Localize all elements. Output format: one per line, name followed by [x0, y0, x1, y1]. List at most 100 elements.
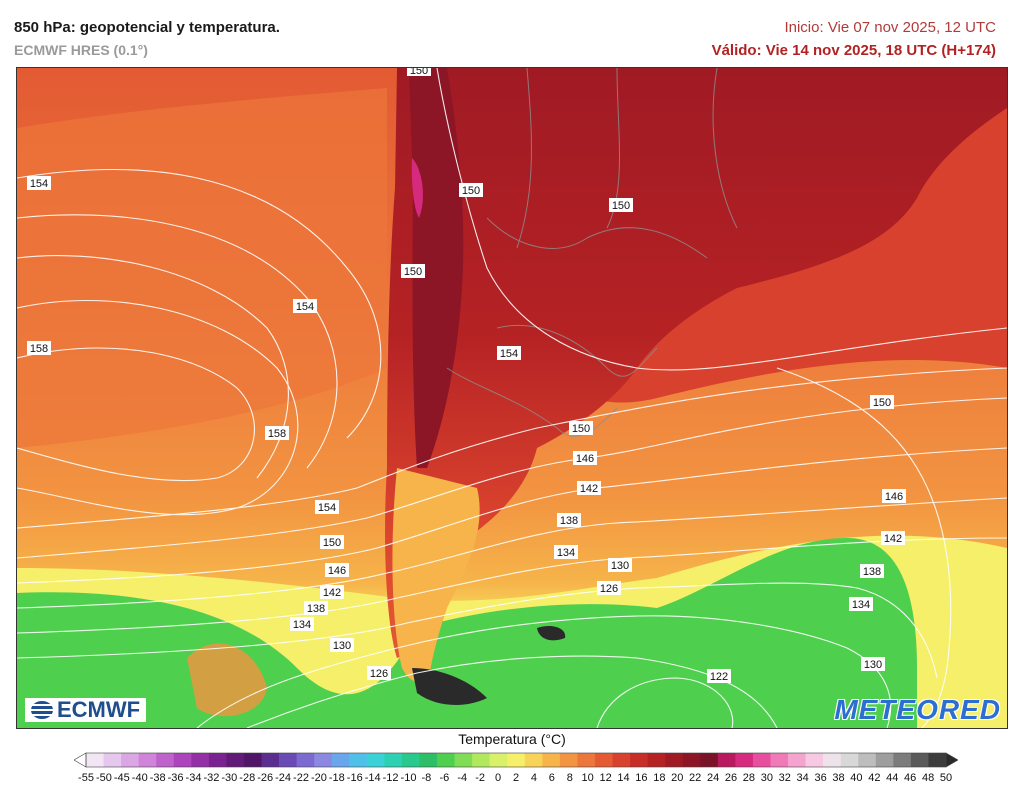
contour-label: 150 — [459, 183, 483, 197]
colorbar-tick-label: 10 — [581, 772, 594, 784]
colorbar-tick-label: 4 — [530, 772, 537, 784]
colorbar-swatch — [665, 753, 684, 767]
svg-text:150: 150 — [323, 537, 341, 549]
svg-text:138: 138 — [863, 566, 881, 578]
svg-text:126: 126 — [370, 668, 388, 680]
svg-text:150: 150 — [873, 397, 891, 409]
colorbar-tick-label: -28 — [239, 772, 256, 784]
colorbar-swatch — [752, 753, 771, 767]
colorbar-tick-label: 14 — [617, 772, 630, 784]
colorbar-swatch — [507, 753, 526, 767]
colorbar-swatch — [489, 753, 508, 767]
colorbar-swatch — [770, 753, 789, 767]
valid-time: Válido: Vie 14 nov 2025, 18 UTC (H+174) — [711, 42, 996, 59]
colorbar-swatch — [735, 753, 754, 767]
contour-label: 130 — [861, 657, 885, 671]
svg-text:158: 158 — [268, 428, 286, 440]
colorbar-tick-label: -26 — [257, 772, 274, 784]
colorbar-swatch — [243, 753, 262, 767]
colorbar-swatch — [875, 753, 894, 767]
colorbar-tick-label: -45 — [113, 772, 130, 784]
svg-text:138: 138 — [307, 603, 325, 615]
colorbar-swatch — [823, 753, 842, 767]
svg-text:134: 134 — [557, 547, 575, 559]
country-borders — [446, 68, 738, 437]
contour-label: 146 — [882, 489, 906, 503]
contour-label: 138 — [304, 601, 328, 615]
contour-label: 134 — [290, 617, 314, 631]
colorbar-tick-label: -8 — [421, 772, 432, 784]
colorbar-max-arrow — [945, 752, 958, 768]
colorbar-swatch — [682, 753, 701, 767]
contour-label: 146 — [573, 451, 597, 465]
contour-label: 142 — [881, 531, 905, 545]
svg-text:134: 134 — [293, 619, 311, 631]
contour-label: 130 — [330, 638, 354, 652]
colorbar-tick-label: -22 — [293, 772, 309, 784]
colorbar-swatch — [472, 753, 491, 767]
colorbar-tick-label: 18 — [653, 772, 666, 784]
colorbar-swatch — [401, 753, 420, 767]
colorbar-swatch — [559, 753, 578, 767]
colorbar-swatch — [314, 753, 333, 767]
geopotential-isolines — [17, 68, 1007, 728]
weather-map[interactable]: 154 158 154 158 150 150 150 154 150 150 … — [16, 67, 1008, 729]
colorbar-swatch — [261, 753, 280, 767]
colorbar-swatch — [384, 753, 403, 767]
colorbar-tick-label: -14 — [364, 772, 381, 784]
colorbar-title: Temperatura (°C) — [458, 731, 566, 747]
contour-label: 126 — [367, 666, 391, 680]
colorbar-tick-label: -50 — [95, 772, 112, 784]
andes-hot-spot — [411, 158, 423, 218]
temperature-colorbar — [74, 752, 958, 768]
colorbar-tick-label: 50 — [939, 772, 953, 784]
svg-text:142: 142 — [884, 533, 902, 545]
contour-label: 158 — [265, 426, 289, 440]
contour-label: 154 — [27, 176, 51, 190]
colorbar-swatch — [858, 753, 877, 767]
svg-text:122: 122 — [710, 671, 728, 683]
svg-text:134: 134 — [852, 599, 870, 611]
contour-label: 134 — [849, 597, 873, 611]
colorbar-swatch — [524, 753, 543, 767]
colorbar-tick-label: -40 — [131, 772, 148, 784]
tierra-del-fuego — [412, 668, 487, 705]
svg-text:158: 158 — [30, 343, 48, 355]
colorbar-tick-label: 6 — [548, 772, 555, 784]
colorbar-tick-label: 48 — [921, 772, 935, 784]
colorbar-swatch — [577, 753, 596, 767]
svg-text:154: 154 — [500, 348, 518, 360]
contour-label: 126 — [597, 581, 621, 595]
contour-labels: 154 158 154 158 150 150 150 154 150 150 … — [27, 68, 906, 683]
svg-text:150: 150 — [404, 266, 422, 278]
colorbar-tick-label: 28 — [742, 772, 756, 784]
model-name: ECMWF HRES (0.1°) — [14, 42, 148, 58]
contour-label: 150 — [320, 535, 344, 549]
colorbar-swatch — [893, 753, 912, 767]
colorbar-tick-label: 46 — [904, 772, 917, 784]
colorbar-tick-label: 36 — [814, 772, 827, 784]
map-title: 850 hPa: geopotencial y temperatura. — [14, 19, 280, 36]
colorbar-swatch — [226, 753, 245, 767]
contour-label: 154 — [497, 346, 521, 360]
colorbar-swatch — [840, 753, 859, 767]
colorbar-tick-label: -12 — [382, 772, 399, 784]
contour-label: 150 — [609, 198, 633, 212]
colorbar-swatch — [419, 753, 438, 767]
colorbar-swatch — [542, 753, 561, 767]
contour-label: 150 — [870, 395, 894, 409]
contour-label: 150 — [401, 264, 425, 278]
colorbar-swatch — [928, 753, 947, 767]
colorbar-swatch — [788, 753, 806, 767]
contour-label: 150 — [407, 68, 431, 77]
svg-text:138: 138 — [560, 515, 578, 527]
colorbar-tick-label: 30 — [760, 772, 773, 784]
colorbar-swatch — [138, 753, 157, 767]
colorbar-tick-label: -18 — [328, 772, 345, 784]
andes-ridge — [409, 68, 464, 468]
colorbar-tick-label: 2 — [512, 772, 520, 784]
colorbar-tick-label: 44 — [886, 772, 899, 784]
contour-label: 138 — [557, 513, 581, 527]
colorbar-tick-label: -6 — [439, 772, 450, 784]
colorbar-swatch — [647, 753, 666, 767]
